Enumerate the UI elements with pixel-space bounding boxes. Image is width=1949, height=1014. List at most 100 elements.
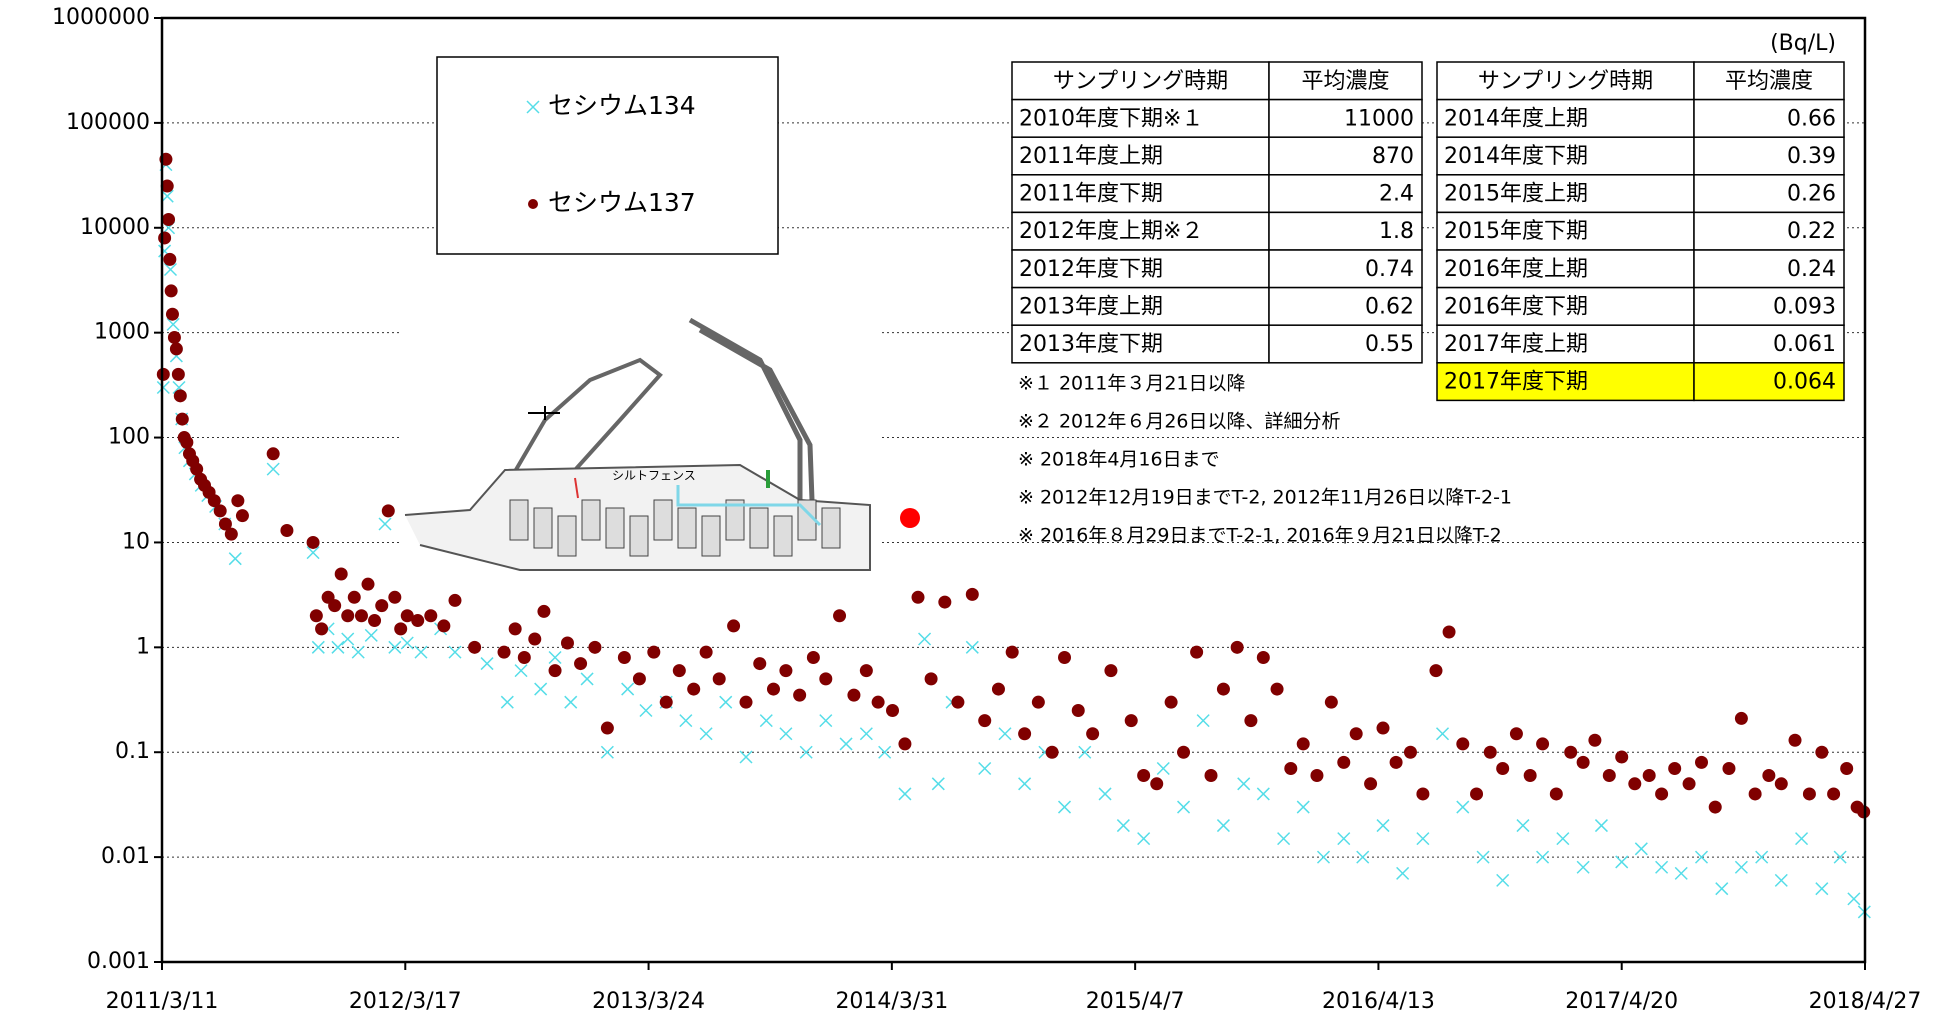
point — [1576, 860, 1590, 874]
point — [859, 727, 873, 741]
point — [600, 745, 614, 759]
point — [1031, 695, 1045, 709]
point — [1310, 768, 1324, 782]
table-header: サンプリング時期 — [1478, 69, 1653, 94]
point — [164, 284, 178, 298]
point — [388, 640, 402, 654]
point — [1104, 664, 1118, 678]
building — [701, 515, 721, 557]
point — [394, 622, 408, 636]
point — [163, 252, 177, 266]
building — [605, 507, 625, 549]
point — [1483, 745, 1497, 759]
legend-marker — [528, 199, 538, 209]
point — [918, 632, 932, 646]
point — [1594, 819, 1608, 833]
footnote: ※２ 2012年６月26日以降、詳細分析 — [1018, 411, 1341, 433]
point — [1296, 737, 1310, 751]
point — [381, 504, 395, 518]
y-tick-label: 1 — [136, 634, 150, 659]
legend-label: セシウム134 — [548, 91, 696, 120]
point — [468, 640, 482, 654]
point — [166, 317, 180, 331]
table-header: 平均濃度 — [1725, 69, 1813, 94]
table-cell — [1011, 286, 1270, 326]
point — [1058, 650, 1072, 664]
table-period: 2010年度下期※１ — [1019, 106, 1203, 131]
y-tick-label: 0.001 — [87, 949, 150, 974]
point — [1456, 737, 1470, 751]
point — [617, 650, 631, 664]
point — [1694, 850, 1709, 864]
point — [1722, 761, 1736, 775]
point — [1137, 768, 1151, 782]
y-tick-label: 1000 — [94, 320, 150, 345]
point — [1674, 866, 1688, 880]
plot-frame — [160, 16, 1867, 964]
table-value: 870 — [1372, 144, 1414, 169]
table-cell — [1011, 249, 1270, 289]
point — [1615, 750, 1629, 764]
point — [1788, 733, 1802, 747]
point — [388, 590, 402, 604]
point — [1509, 727, 1523, 741]
table-value: 0.061 — [1773, 332, 1836, 357]
point — [991, 682, 1005, 696]
legend-box — [436, 56, 779, 255]
point — [378, 517, 392, 531]
point — [1216, 819, 1230, 833]
point — [400, 636, 414, 650]
table-period: 2012年度上期※２ — [1019, 219, 1203, 244]
point — [331, 640, 345, 654]
point — [898, 787, 912, 801]
point — [699, 645, 713, 659]
point — [806, 650, 820, 664]
point — [672, 664, 686, 678]
x-tick-label: 2012/3/17 — [349, 989, 462, 1014]
table-cell — [1436, 286, 1695, 326]
point — [727, 619, 741, 633]
point — [1802, 787, 1816, 801]
table-value: 0.064 — [1773, 370, 1836, 395]
y-tick-label: 100000 — [66, 110, 150, 135]
point — [580, 672, 594, 686]
table-value: 0.39 — [1787, 144, 1836, 169]
point — [1847, 892, 1861, 906]
point — [1389, 755, 1403, 769]
point — [328, 599, 342, 613]
point — [1496, 873, 1510, 887]
point — [1795, 832, 1809, 846]
point — [500, 695, 514, 709]
point — [160, 179, 174, 193]
point — [311, 640, 325, 654]
legend-marker — [526, 100, 540, 114]
footnote: ※ 2018年4月16日まで — [1018, 449, 1220, 471]
point — [739, 695, 753, 709]
point — [224, 527, 238, 541]
table-cell — [1436, 324, 1695, 364]
point — [1734, 711, 1748, 725]
point — [175, 412, 189, 426]
table-cell — [1693, 211, 1845, 251]
point — [924, 672, 938, 686]
point — [1435, 727, 1450, 741]
point — [213, 504, 227, 518]
table-value: 0.093 — [1773, 294, 1836, 319]
point — [437, 619, 451, 633]
table-value: 1.8 — [1379, 219, 1414, 244]
point — [156, 380, 170, 395]
point — [548, 650, 562, 665]
point — [548, 664, 562, 678]
point — [528, 632, 542, 646]
point — [1536, 737, 1550, 751]
table-value: 0.24 — [1787, 257, 1836, 282]
point — [1470, 787, 1484, 801]
sampling-point — [900, 508, 920, 528]
y-tick-label: 10000 — [80, 215, 150, 240]
point — [1416, 832, 1430, 846]
point — [156, 367, 170, 381]
point — [1827, 787, 1841, 801]
table-cell — [1011, 324, 1270, 364]
point — [1734, 860, 1748, 874]
point — [1668, 761, 1682, 775]
